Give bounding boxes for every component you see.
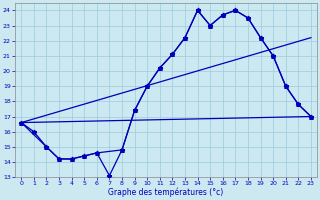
X-axis label: Graphe des températures (°c): Graphe des températures (°c) [108, 188, 224, 197]
